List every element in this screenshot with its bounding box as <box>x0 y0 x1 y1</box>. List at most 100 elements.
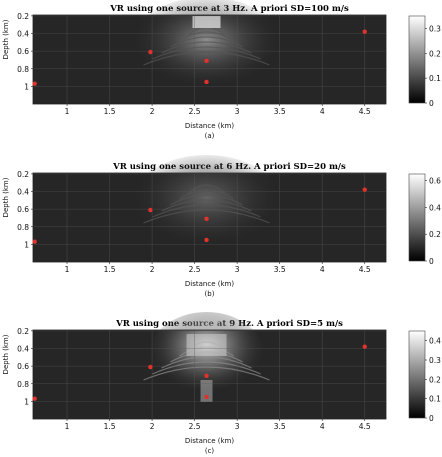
y-tick-label: 0.2 <box>17 327 29 336</box>
x-tick-label: 3.5 <box>274 265 286 274</box>
y-tick-label: 0.4 <box>17 30 29 39</box>
grid <box>33 173 386 262</box>
x-tick-label: 4.5 <box>359 422 371 431</box>
receiver-marker-4 <box>204 237 209 243</box>
heatmap-streak <box>188 184 225 194</box>
receiver-marker-3 <box>204 58 209 64</box>
heatmap-streak <box>161 199 252 212</box>
receiver-marker-4 <box>204 394 209 400</box>
x-tick-label: 3 <box>235 422 240 431</box>
heatmap-streaks <box>143 184 270 224</box>
heatmap-streak <box>170 36 243 48</box>
x-axis-label: Distance (km) <box>185 437 234 445</box>
colorbar-tick-label: 0 <box>429 99 434 108</box>
x-tick-label: 1 <box>65 107 70 116</box>
y-tick-label: 1 <box>24 397 29 406</box>
x-tick-label: 4 <box>320 265 325 274</box>
x-tick-label: 4.5 <box>359 265 371 274</box>
receiver-marker-5 <box>362 344 367 349</box>
y-tick-label: 0.6 <box>17 205 29 214</box>
receiver-marker-3 <box>204 373 209 379</box>
heatmap-streak <box>170 194 243 206</box>
heatmap-streak <box>179 31 234 42</box>
colorbar-tick-label: 0.1 <box>429 74 441 83</box>
x-tick-label: 1 <box>65 265 70 274</box>
grid <box>33 15 386 104</box>
panel-caption: (b) <box>205 290 215 298</box>
y-tick-label: 0.6 <box>17 47 29 56</box>
x-axis-label: Distance (km) <box>185 122 234 130</box>
colorbar-tick-label: 0.2 <box>429 375 441 384</box>
x-axis-label: Distance (km) <box>185 280 234 288</box>
heatmap-bright-column <box>200 380 213 402</box>
colorbar-tick-label: 0.4 <box>429 337 441 346</box>
heatmap-streak <box>143 366 270 381</box>
y-tick-label: 1 <box>24 82 29 91</box>
receiver-marker-1 <box>32 239 37 244</box>
heatmap-streak <box>143 209 270 224</box>
colorbar-tick-label: 0.4 <box>429 203 441 212</box>
colorbar <box>408 15 426 104</box>
heatmap-streak <box>161 356 252 369</box>
x-tick-label: 1.5 <box>104 422 116 431</box>
y-tick-label: 0.6 <box>17 362 29 371</box>
x-tick-label: 2 <box>150 422 155 431</box>
plot-frame <box>32 172 387 263</box>
chart-panel-1: VR using one source at 3 Hz. A priori SD… <box>2 0 441 140</box>
heatmap-bright-spot <box>186 334 227 356</box>
colorbar-tick-label: 0.6 <box>429 177 441 186</box>
panel-caption: (c) <box>205 447 215 455</box>
x-tick-label: 4.5 <box>359 107 371 116</box>
colorbar-tick-label: 0.2 <box>429 230 441 239</box>
receiver-marker-2 <box>148 364 153 370</box>
receiver-marker-2 <box>148 49 153 55</box>
heatmap-streak <box>152 46 261 60</box>
plot-frame <box>32 14 387 105</box>
receiver-marker-1 <box>32 81 37 86</box>
x-tick-label: 2.5 <box>189 265 201 274</box>
y-tick-label: 0.8 <box>17 380 29 389</box>
y-tick-label: 0.2 <box>17 12 29 21</box>
receiver-marker-3 <box>204 216 209 222</box>
x-tick-label: 2.5 <box>189 107 201 116</box>
heatmap-sensitivity-region <box>131 155 282 251</box>
heatmap-streak <box>152 361 261 375</box>
y-axis-label: Depth (km) <box>2 334 10 374</box>
x-tick-label: 4 <box>320 107 325 116</box>
receiver-marker-5 <box>362 29 367 34</box>
chart-panel-2: VR using one source at 6 Hz. A priori SD… <box>2 155 441 298</box>
heatmap-streak <box>152 204 261 218</box>
x-tick-label: 1.5 <box>104 107 116 116</box>
colorbar-tick-label: 0.3 <box>429 356 441 365</box>
colorbar-tick-label: 0.2 <box>429 49 441 58</box>
x-tick-label: 3 <box>235 107 240 116</box>
y-axis-label: Depth (km) <box>2 19 10 59</box>
panel-caption: (a) <box>205 132 215 140</box>
receiver-marker-5 <box>362 187 367 192</box>
heatmap-bright-spot <box>192 16 221 28</box>
receiver-marker-4 <box>204 79 209 85</box>
y-tick-label: 0.4 <box>17 345 29 354</box>
colorbar <box>408 173 426 262</box>
y-tick-label: 0.2 <box>17 170 29 179</box>
receiver-marker-2 <box>148 207 153 213</box>
x-tick-label: 3 <box>235 265 240 274</box>
x-tick-label: 2 <box>150 265 155 274</box>
x-tick-label: 2.5 <box>189 422 201 431</box>
heatmap-streak <box>179 189 234 200</box>
y-tick-label: 0.8 <box>17 65 29 74</box>
x-tick-label: 3.5 <box>274 107 286 116</box>
plot-frame <box>32 329 387 420</box>
y-axis-label: Depth (km) <box>2 177 10 217</box>
x-tick-label: 2 <box>150 107 155 116</box>
x-tick-label: 4 <box>320 422 325 431</box>
heatmap-streak <box>143 51 270 66</box>
y-tick-label: 1 <box>24 240 29 249</box>
x-tick-label: 1 <box>65 422 70 431</box>
colorbar-tick-label: 0 <box>429 414 434 423</box>
chart-panel-3: VR using one source at 9 Hz. A priori SD… <box>2 312 441 455</box>
y-tick-label: 0.8 <box>17 223 29 232</box>
x-tick-label: 1.5 <box>104 265 116 274</box>
y-tick-label: 0.4 <box>17 188 29 197</box>
